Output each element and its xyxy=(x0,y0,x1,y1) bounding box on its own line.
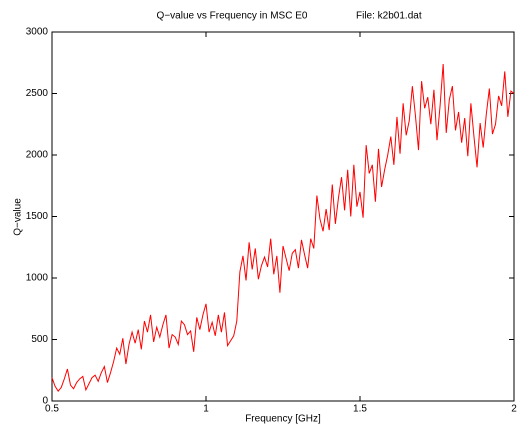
chart-title: Q−value vs Frequency in MSC E0 xyxy=(157,11,308,22)
y-tick-label: 2000 xyxy=(26,150,49,161)
y-tick-label: 500 xyxy=(31,334,48,345)
data-line xyxy=(51,63,515,393)
y-axis-label: Q−value xyxy=(13,198,24,236)
x-tick-label: 2 xyxy=(511,404,517,415)
y-tick-label: 3000 xyxy=(26,27,49,38)
y-tick-label: 0 xyxy=(42,396,48,407)
x-axis-label: Frequency [GHz] xyxy=(245,414,321,425)
x-tick-label: 0.5 xyxy=(45,404,59,415)
y-tick-label: 1000 xyxy=(26,273,49,284)
y-tick-label: 2500 xyxy=(26,88,49,99)
chart-subtitle: File: k2b01.dat xyxy=(356,11,422,22)
x-tick-label: 1.5 xyxy=(353,404,367,415)
x-tick-label: 1 xyxy=(203,404,209,415)
y-tick-label: 1500 xyxy=(26,211,49,222)
